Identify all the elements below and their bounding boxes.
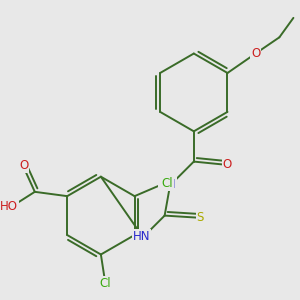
Text: O: O	[223, 158, 232, 171]
Text: HO: HO	[0, 200, 18, 214]
Text: O: O	[251, 47, 260, 60]
Text: S: S	[196, 211, 204, 224]
Text: Cl: Cl	[99, 277, 111, 290]
Text: Cl: Cl	[161, 177, 173, 190]
Text: O: O	[20, 159, 28, 172]
Text: NH: NH	[159, 178, 177, 191]
Text: HN: HN	[133, 230, 151, 243]
